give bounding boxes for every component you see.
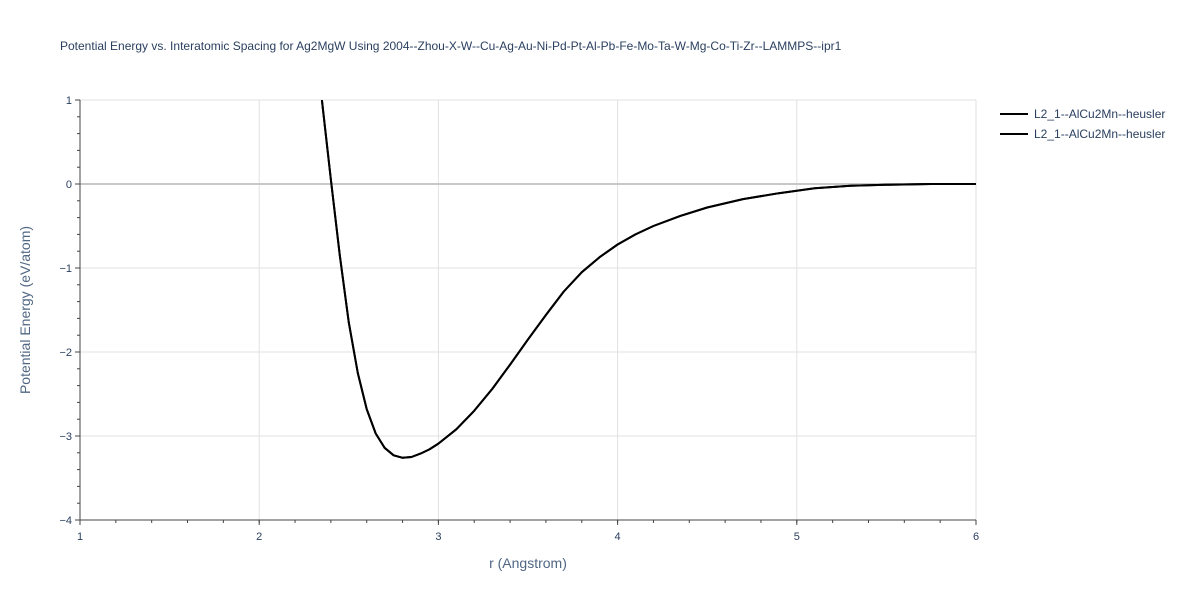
legend-label: L2_1--AlCu2Mn--heusler bbox=[1034, 107, 1165, 121]
axis-frame bbox=[79, 100, 976, 521]
y-axis-ticks: 1 0 −1 −2 −3 −4 bbox=[59, 95, 80, 527]
y-tick-label: −2 bbox=[59, 347, 72, 359]
legend-label: L2_1--AlCu2Mn--heusler bbox=[1034, 127, 1165, 141]
series-line-2[interactable] bbox=[320, 100, 976, 459]
x-tick-label: 5 bbox=[794, 531, 800, 543]
x-axis-label: r (Angstrom) bbox=[489, 555, 567, 571]
series-line-1[interactable] bbox=[320, 100, 976, 459]
legend[interactable]: L2_1--AlCu2Mn--heusler L2_1--AlCu2Mn--heu… bbox=[1000, 107, 1165, 141]
legend-item-2[interactable]: L2_1--AlCu2Mn--heusler bbox=[1000, 127, 1165, 141]
y-tick-label: −4 bbox=[59, 515, 72, 527]
x-tick-label: 6 bbox=[973, 531, 979, 543]
grid-lines bbox=[80, 99, 977, 520]
chart-title: Potential Energy vs. Interatomic Spacing… bbox=[60, 39, 842, 53]
y-tick-label: 0 bbox=[66, 179, 72, 191]
y-axis-label: Potential Energy (eV/atom) bbox=[17, 226, 33, 394]
plot-area bbox=[320, 100, 976, 459]
legend-item-1[interactable]: L2_1--AlCu2Mn--heusler bbox=[1000, 107, 1165, 121]
y-tick-label: −1 bbox=[59, 263, 72, 275]
x-axis-ticks: 1 2 3 4 5 6 bbox=[77, 520, 979, 543]
x-tick-label: 4 bbox=[615, 531, 621, 543]
x-tick-label: 2 bbox=[256, 531, 262, 543]
x-tick-label: 3 bbox=[435, 531, 441, 543]
x-tick-label: 1 bbox=[77, 531, 83, 543]
y-tick-label: −3 bbox=[59, 431, 72, 443]
y-tick-label: 1 bbox=[66, 95, 72, 107]
